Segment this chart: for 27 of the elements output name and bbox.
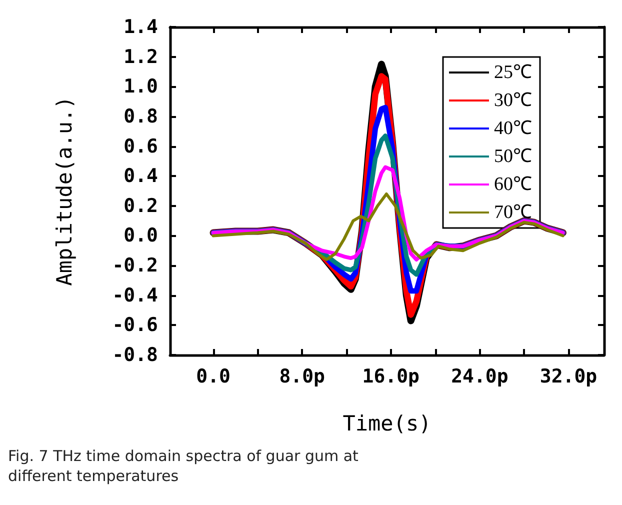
y-tick-label: 0.8 <box>124 105 158 128</box>
x-tick-label: 24.0p <box>451 366 508 388</box>
x-axis-title: Time(s) <box>342 412 432 436</box>
y-tick-label: 0.2 <box>124 194 158 217</box>
legend-label: 60℃ <box>494 174 532 195</box>
y-tick-label: 1.2 <box>124 46 158 68</box>
y-axis-title: Amplitude(a.u.) <box>52 96 76 286</box>
y-tick-label: -0.2 <box>112 254 158 277</box>
y-tick-label: 0.6 <box>124 135 158 158</box>
legend-label: 40℃ <box>494 118 532 139</box>
legend-label: 50℃ <box>494 146 532 167</box>
legend-label: 25℃ <box>494 62 532 83</box>
line-series <box>212 192 564 262</box>
y-tick-label: -0.8 <box>112 344 158 366</box>
x-tick-label: 0.0 <box>196 366 230 388</box>
x-tick-label: 8.0p <box>279 366 325 388</box>
y-tick-label: -0.4 <box>112 284 158 306</box>
caption: Fig. 7 THz time domain spectra of guar gum at different temperatures <box>8 446 360 486</box>
x-tick-label: 32.0p <box>540 366 598 388</box>
y-tick-label: 1.0 <box>124 76 158 98</box>
y-tick-label: 0.4 <box>124 165 158 188</box>
legend-label: 30℃ <box>494 90 532 111</box>
y-tick-label: 0.0 <box>124 224 158 247</box>
legend-label: 70℃ <box>494 202 532 223</box>
y-tick-label: 1.4 <box>124 16 158 38</box>
x-tick-label: 16.0p <box>362 366 420 388</box>
y-tick-label: -0.6 <box>112 314 158 336</box>
